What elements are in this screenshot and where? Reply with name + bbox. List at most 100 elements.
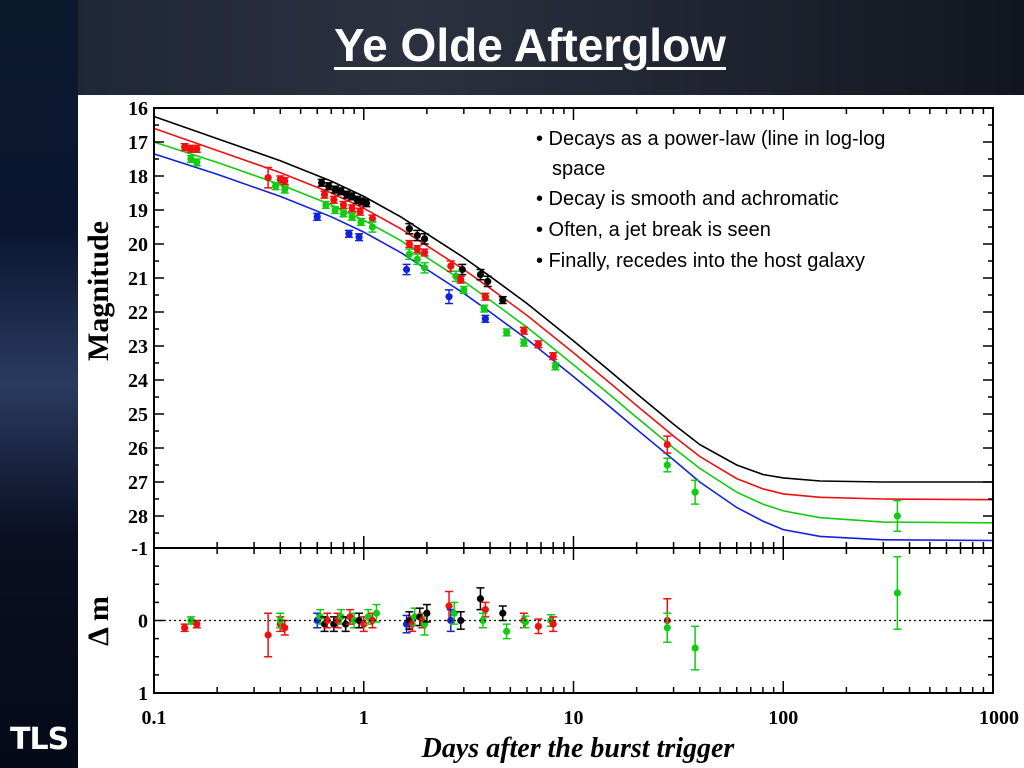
data-point-black — [317, 178, 326, 187]
y-axis-title: Magnitude — [82, 221, 115, 361]
black-model-curve — [153, 115, 993, 483]
data-point-green — [551, 362, 560, 371]
data-point-green — [271, 182, 280, 191]
x-tick-label: 100 — [768, 707, 798, 729]
residual-y-tick-label: 1 — [138, 683, 148, 705]
data-point-red — [356, 207, 365, 216]
data-point-red — [280, 176, 289, 186]
residual-point-green — [372, 603, 381, 623]
data-point-red — [329, 195, 338, 204]
data-point-green — [348, 212, 357, 221]
y-tick-label: 20 — [128, 234, 148, 256]
residual-y-tick-label: -1 — [131, 538, 148, 560]
data-point-red — [534, 340, 543, 349]
data-point-green — [280, 185, 289, 194]
x-axis-title: Days after the burst trigger — [421, 733, 736, 764]
data-point-black — [324, 182, 333, 191]
slide-header-background — [0, 0, 1024, 95]
data-point-red — [420, 248, 429, 257]
data-point-blue — [344, 229, 353, 238]
data-point-blue — [481, 314, 490, 323]
data-point-red — [339, 200, 348, 210]
slide-title: Ye Olde Afterglow — [334, 19, 726, 71]
data-point-red — [549, 352, 558, 361]
residual-point-green — [691, 625, 700, 671]
data-point-green — [519, 338, 528, 347]
main-data-points — [180, 142, 902, 533]
residual-point-red — [180, 623, 189, 633]
residual-point-red — [280, 619, 289, 636]
bullet-4: • Finally, recedes into the host galaxy — [536, 250, 865, 272]
data-point-red — [413, 244, 422, 254]
data-point-green — [893, 499, 902, 533]
data-point-green — [331, 205, 340, 215]
data-point-green — [480, 304, 489, 313]
data-point-blue — [402, 263, 411, 276]
residual-point-red — [323, 612, 332, 629]
residual-point-red — [549, 616, 558, 633]
model-curves — [153, 115, 994, 542]
data-point-black — [413, 229, 422, 242]
residual-point-green — [521, 615, 530, 629]
data-point-red — [264, 166, 273, 189]
data-point-red — [456, 275, 465, 284]
data-point-black — [420, 233, 429, 245]
data-point-red — [481, 292, 490, 301]
y-tick-label: 23 — [128, 336, 148, 358]
x-tick-label: 0.1 — [142, 707, 167, 729]
data-point-red — [320, 190, 329, 199]
data-point-red — [519, 326, 528, 335]
data-point-green — [459, 285, 468, 295]
residual-point-red — [264, 612, 273, 658]
residual-data-points — [180, 555, 902, 671]
residual-point-green — [663, 612, 672, 643]
data-point-green — [413, 253, 422, 266]
chart-background — [78, 95, 1024, 768]
data-point-green — [192, 158, 201, 167]
data-point-black — [405, 222, 414, 235]
data-point-green — [691, 479, 700, 505]
data-point-green — [405, 248, 414, 261]
data-point-red — [180, 142, 189, 152]
data-point-green — [321, 200, 330, 210]
y-tick-label: 18 — [128, 166, 148, 188]
data-point-black — [498, 295, 507, 305]
slide-side-decoration — [0, 0, 78, 768]
y-tick-label: 19 — [128, 200, 148, 222]
y-tick-label: 25 — [128, 404, 148, 426]
data-point-red — [663, 435, 672, 454]
residual-y-tick-label: 0 — [138, 611, 148, 633]
data-point-blue — [313, 212, 322, 221]
y-tick-labels: 16 17 18 19 20 21 22 23 24 25 26 27 28 -1 0 1 — [128, 98, 148, 705]
y-tick-label: 27 — [128, 472, 148, 494]
bullet-1-cont: space — [552, 158, 605, 180]
residual-point-green — [893, 555, 902, 630]
x-tick-labels: 0.1 1 10 100 1000 — [142, 707, 1020, 729]
residual-axis-title: Δ m — [82, 596, 115, 646]
data-point-green — [356, 217, 365, 227]
x-tick-label: 1000 — [979, 707, 1019, 729]
residual-point-black — [422, 603, 431, 623]
data-point-red — [405, 239, 414, 249]
tls-logo: TLS — [10, 722, 69, 757]
x-tick-label: 10 — [564, 707, 584, 729]
data-point-black — [458, 263, 467, 276]
data-point-blue — [445, 289, 454, 305]
x-tick-label: 1 — [359, 707, 369, 729]
y-tick-label: 22 — [128, 302, 148, 324]
data-point-green — [502, 328, 511, 337]
residual-point-green — [316, 608, 325, 625]
data-point-green — [663, 457, 672, 473]
data-point-green — [368, 221, 377, 233]
residual-point-red — [534, 618, 543, 635]
residual-point-green — [478, 612, 487, 629]
residual-plot-frame — [153, 547, 994, 694]
data-point-green — [339, 209, 348, 218]
data-point-blue — [355, 233, 364, 242]
data-point-black — [362, 199, 371, 208]
residual-point-green — [502, 623, 511, 640]
y-tick-label: 17 — [128, 132, 148, 154]
data-point-red — [192, 144, 201, 153]
bullet-3: • Often, a jet break is seen — [536, 219, 771, 241]
